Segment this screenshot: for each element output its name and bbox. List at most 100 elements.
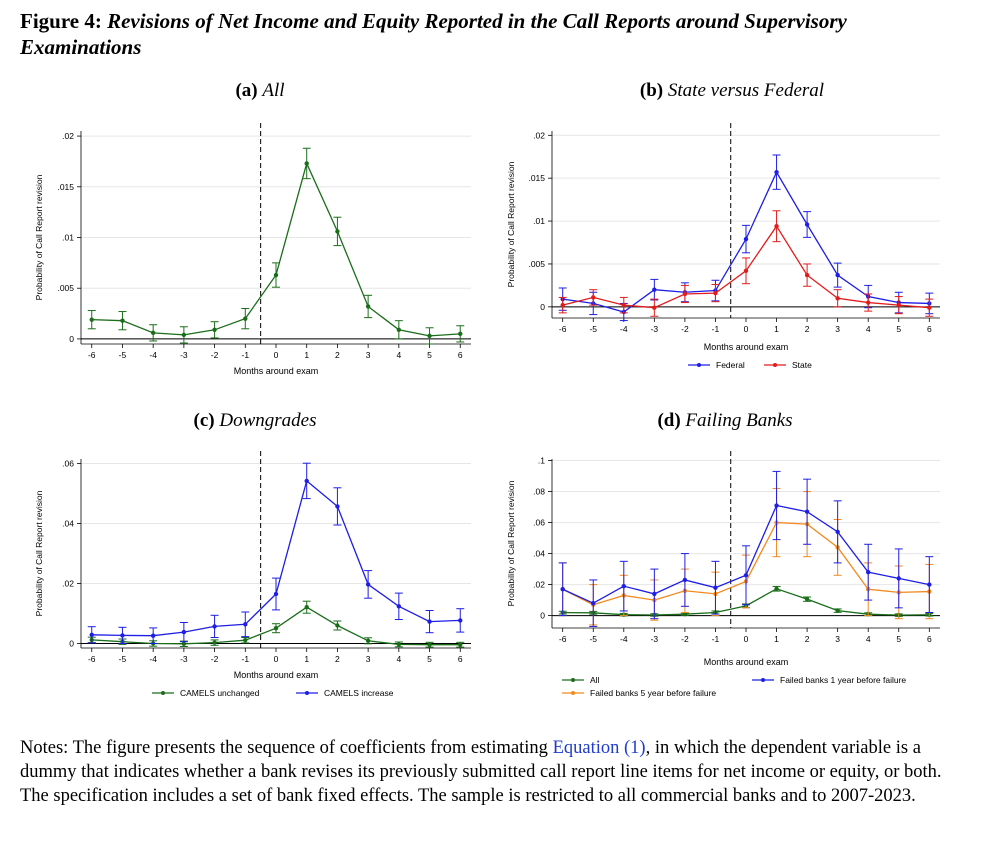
notes-suffix: , in which the dependent variable is a d… bbox=[20, 738, 942, 806]
x-tick-label: -4 bbox=[149, 654, 157, 664]
data-point bbox=[743, 236, 749, 242]
data-point bbox=[835, 529, 840, 535]
legend-label: CAMELS increase bbox=[324, 688, 394, 698]
x-tick-label: -4 bbox=[620, 634, 628, 644]
legend: Federal State bbox=[688, 360, 812, 370]
chart-panel-d: 0 .02 .04 .06 .08 .1 -6 -5 -4 -3 -2 -1 0 1 2 3 4 5 6 Months… bbox=[506, 451, 940, 698]
data-point bbox=[743, 268, 749, 274]
x-tick-label: -6 bbox=[88, 654, 96, 664]
data-point bbox=[713, 585, 718, 590]
y-tick-label: 0 bbox=[69, 639, 74, 649]
panel-title-a: (a) All bbox=[20, 80, 500, 102]
panel-title-c: (c) Downgrades bbox=[10, 410, 500, 432]
data-point bbox=[304, 605, 309, 610]
x-tick-label: -6 bbox=[559, 324, 567, 334]
panel-title-b: (b) State versus Federal bbox=[492, 80, 972, 102]
data-point bbox=[804, 222, 810, 227]
panel-label-c: (c) bbox=[193, 410, 215, 431]
x-tick-label: 2 bbox=[805, 634, 810, 644]
series-federal bbox=[558, 154, 934, 322]
x-tick-label: 2 bbox=[335, 350, 340, 360]
x-tick-label: -3 bbox=[180, 350, 188, 360]
x-tick-label: -2 bbox=[681, 324, 689, 334]
data-point bbox=[652, 591, 657, 597]
data-point bbox=[120, 633, 125, 638]
data-point bbox=[150, 633, 156, 638]
x-tick-label: 4 bbox=[396, 654, 401, 664]
data-point bbox=[560, 587, 565, 592]
data-point bbox=[713, 290, 718, 296]
legend-label: State bbox=[792, 360, 812, 370]
series-line bbox=[91, 479, 461, 637]
chart-panel-c: 0 .02 .04 .06 -6 -5 -4 -3 -2 -1 0 1 2 3 4 5 6 Months arou… bbox=[34, 451, 471, 698]
data-point bbox=[365, 304, 371, 309]
series-camels-increase bbox=[87, 462, 465, 644]
data-point bbox=[181, 332, 187, 338]
y-tick-label: .01 bbox=[533, 216, 545, 226]
x-tick-label: 2 bbox=[335, 654, 340, 664]
data-point bbox=[835, 296, 840, 301]
data-point bbox=[458, 618, 463, 623]
data-point bbox=[89, 632, 94, 637]
panel-name-c: Downgrades bbox=[219, 410, 317, 431]
data-point bbox=[804, 509, 810, 514]
x-tick-label: -3 bbox=[651, 634, 659, 644]
data-point bbox=[591, 295, 596, 300]
series-failed-banks-1-year-before-failure bbox=[558, 470, 934, 627]
y-tick-label: .02 bbox=[62, 131, 74, 141]
data-point bbox=[427, 333, 432, 339]
y-tick-label: .02 bbox=[62, 579, 74, 589]
x-tick-label: 3 bbox=[366, 350, 371, 360]
data-point bbox=[896, 576, 901, 581]
data-point bbox=[927, 305, 932, 310]
legend-label: Failed banks 1 year before failure bbox=[780, 675, 906, 685]
data-point bbox=[150, 330, 156, 336]
y-tick-label: .1 bbox=[538, 456, 545, 466]
x-tick-label: -6 bbox=[559, 634, 567, 644]
equation-link[interactable]: Equation (1) bbox=[552, 738, 646, 758]
data-point bbox=[212, 624, 217, 629]
data-point bbox=[212, 327, 217, 332]
x-tick-label: -6 bbox=[88, 350, 96, 360]
data-point bbox=[335, 504, 340, 509]
x-tick-label: 3 bbox=[835, 324, 840, 334]
x-tick-label: 5 bbox=[427, 350, 432, 360]
panel-title-d: (d) Failing Banks bbox=[485, 410, 965, 432]
data-point bbox=[682, 577, 688, 583]
panel-name-b: State versus Federal bbox=[667, 80, 825, 101]
figure-notes: Notes: The figure presents the sequence … bbox=[20, 736, 970, 808]
y-tick-label: .015 bbox=[528, 173, 545, 183]
x-tick-label: 1 bbox=[304, 350, 309, 360]
legend: All Failed banks 1 year before failure Fai… bbox=[562, 675, 906, 698]
legend-marker bbox=[773, 363, 777, 367]
data-point bbox=[89, 317, 94, 322]
data-point bbox=[774, 503, 779, 508]
x-axis-title: Months around exam bbox=[234, 670, 319, 680]
y-axis-title: Probability of Call Report revision bbox=[506, 161, 516, 287]
y-tick-label: .02 bbox=[533, 130, 545, 140]
x-tick-label: -5 bbox=[119, 654, 127, 664]
x-tick-label: 0 bbox=[274, 350, 279, 360]
data-point bbox=[304, 478, 309, 484]
data-point bbox=[396, 642, 402, 647]
x-axis-title: Months around exam bbox=[704, 342, 789, 352]
x-tick-label: 0 bbox=[274, 654, 279, 664]
x-tick-label: -5 bbox=[589, 634, 597, 644]
legend-label: Federal bbox=[716, 360, 745, 370]
legend-marker bbox=[305, 691, 309, 695]
y-axis-title: Probability of Call Report revision bbox=[34, 490, 44, 616]
legend: CAMELS unchanged CAMELS increase bbox=[152, 688, 394, 698]
panel-label-a: (a) bbox=[235, 80, 258, 101]
data-point bbox=[396, 327, 402, 332]
data-point bbox=[743, 573, 749, 578]
data-point bbox=[120, 318, 125, 323]
x-tick-label: -5 bbox=[119, 350, 127, 360]
charts-canvas: 0.005.01.015.02-6 -5 -4 -3 -2 -1 0 1 2 3 4 5 6Months… bbox=[34, 123, 940, 698]
figure-title-text: Revisions of Net Income and Equity Repor… bbox=[20, 9, 847, 59]
x-axis-title: Months around exam bbox=[704, 657, 789, 667]
chart-panel-a: 0 .005 .01 .015 .02 -6 -5 -4 -3 -2 -1 0 1 2 3 4 5 6 Months… bbox=[34, 123, 471, 376]
series-all bbox=[87, 147, 465, 345]
x-tick-label: 3 bbox=[366, 654, 371, 664]
legend-label: All bbox=[590, 675, 600, 685]
series-line bbox=[91, 161, 461, 337]
